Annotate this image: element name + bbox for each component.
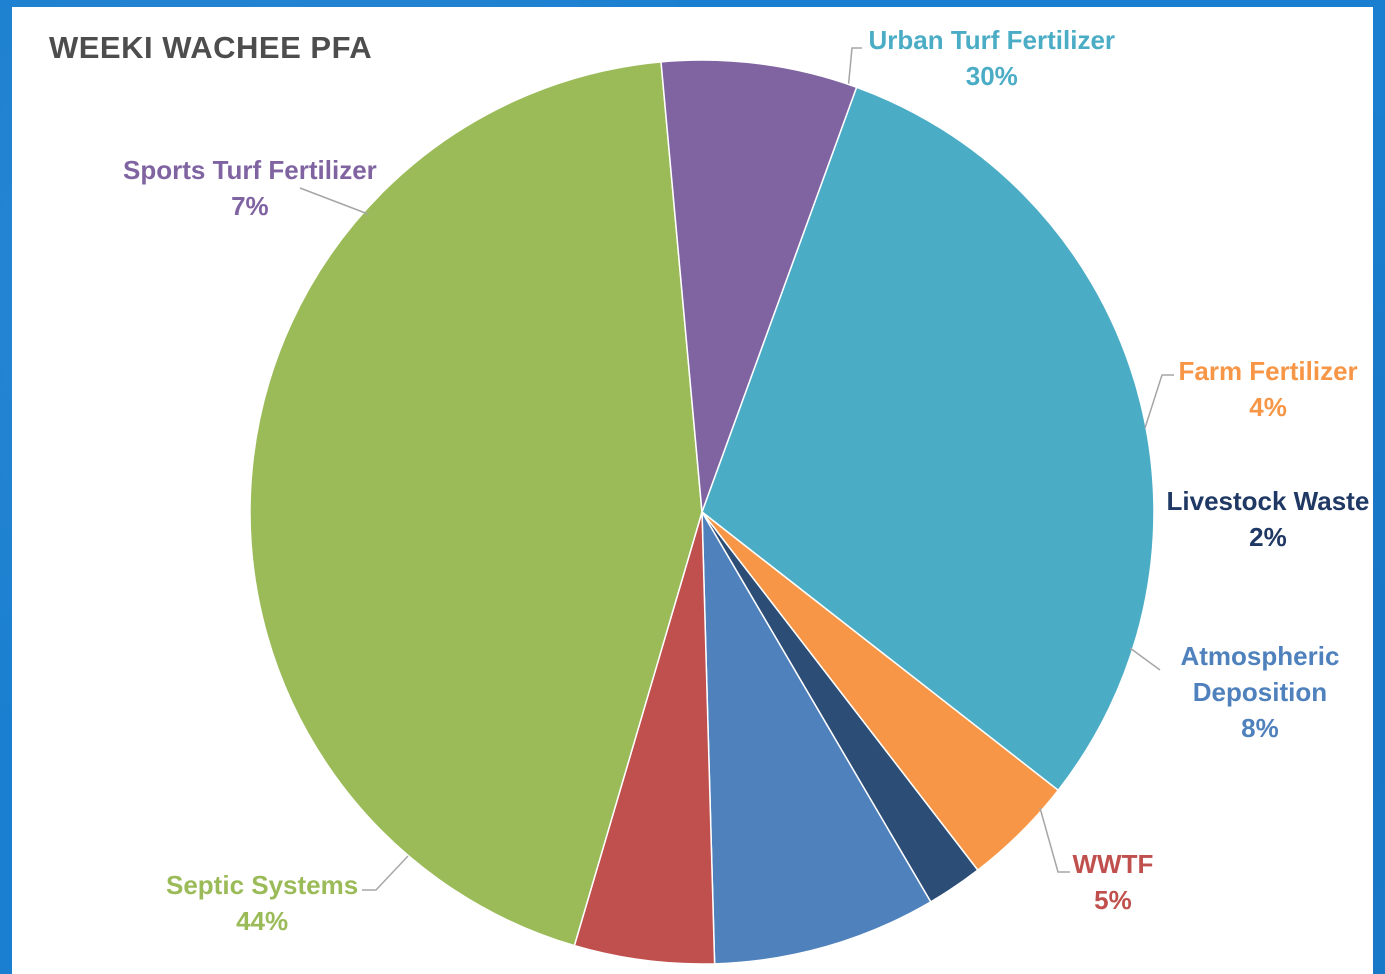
slice-label-value: 5% (1094, 885, 1132, 915)
slice-label-name: Septic Systems (166, 870, 359, 900)
slice-label-name: Farm Fertilizer (1178, 356, 1358, 386)
leader-line-atmospheric-deposition (1129, 647, 1161, 671)
slice-label-value: 8% (1241, 713, 1279, 743)
slice-label-name: Urban Turf Fertilizer (868, 25, 1116, 55)
pie-slice-wwtf (573, 511, 716, 965)
leader-line-septic-systems (362, 855, 409, 891)
leader-line-sports-turf-fertilizer (299, 187, 369, 215)
pie-slice-sports-turf-fertilizer (660, 59, 858, 513)
slice-label-farm-fertilizer: Farm Fertilizer 4% (1179, 353, 1358, 425)
slice-label-atmospheric-deposition: Atmospheric Deposition 8% (1181, 638, 1340, 746)
slice-label-value: 7% (231, 191, 269, 221)
slice-label-value: 2% (1249, 522, 1287, 552)
slice-label-septic-systems: Septic Systems 44% (166, 867, 358, 939)
slice-label-value: 4% (1249, 392, 1287, 422)
pie-slice-atmospheric-deposition (701, 511, 932, 965)
pie-slice-septic-systems (249, 61, 703, 947)
slice-label-name: Livestock Waste (1166, 486, 1370, 516)
leader-line-farm-fertilizer (1144, 374, 1174, 429)
slice-label-livestock-waste: Livestock Waste 2% (1167, 483, 1370, 555)
slice-label-wwtf: WWTF 5% (1073, 846, 1154, 918)
slice-label-urban-turf-fertilizer: Urban Turf Fertilizer 30% (869, 22, 1116, 94)
slice-label-name: Atmospheric (1180, 641, 1340, 671)
slice-label-name: Sports Turf Fertilizer (123, 155, 377, 185)
slice-label-name: WWTF (1072, 849, 1154, 879)
pie-slice-urban-turf-fertilizer (701, 86, 1155, 792)
slice-label-value: 44% (236, 906, 289, 936)
slice-label-sports-turf-fertilizer: Sports Turf Fertilizer 7% (123, 152, 377, 224)
chart-title: WEEKI WACHEE PFA (49, 30, 373, 65)
slice-label-name: Deposition (1192, 677, 1328, 707)
slice-label-value: 30% (965, 61, 1018, 91)
leader-line-urban-turf-fertilizer (847, 47, 862, 91)
leader-line-wwtf (1039, 807, 1070, 873)
